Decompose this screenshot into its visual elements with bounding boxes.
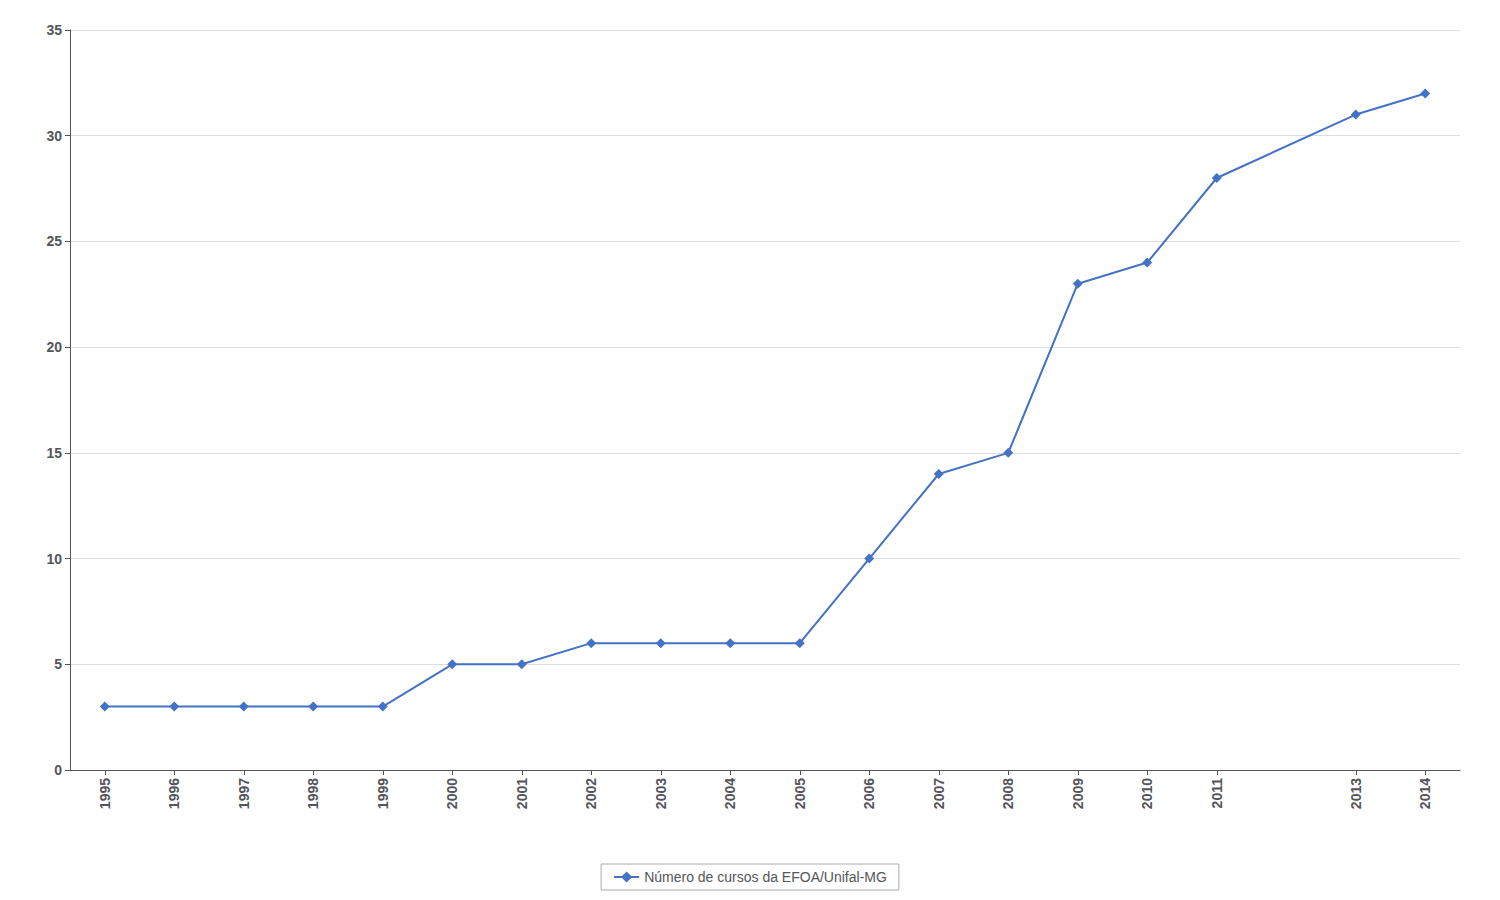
svg-text:20: 20 <box>46 339 62 355</box>
svg-text:2007: 2007 <box>931 778 947 809</box>
svg-text:2003: 2003 <box>653 778 669 809</box>
svg-text:1998: 1998 <box>305 778 321 809</box>
svg-text:2002: 2002 <box>583 778 599 809</box>
svg-text:2005: 2005 <box>792 778 808 809</box>
svg-text:Número de cursos da EFOA/Unifa: Número de cursos da EFOA/Unifal-MG <box>644 869 887 885</box>
svg-text:0: 0 <box>54 762 62 778</box>
svg-text:1996: 1996 <box>166 778 182 809</box>
svg-text:2006: 2006 <box>861 778 877 809</box>
svg-text:2010: 2010 <box>1139 778 1155 809</box>
svg-text:25: 25 <box>46 233 62 249</box>
svg-text:2009: 2009 <box>1070 778 1086 809</box>
svg-text:1997: 1997 <box>236 778 252 809</box>
svg-text:2014: 2014 <box>1417 778 1433 809</box>
svg-text:15: 15 <box>46 445 62 461</box>
svg-text:30: 30 <box>46 128 62 144</box>
svg-text:1999: 1999 <box>375 778 391 809</box>
svg-text:10: 10 <box>46 551 62 567</box>
svg-text:2008: 2008 <box>1000 778 1016 809</box>
svg-text:2000: 2000 <box>444 778 460 809</box>
svg-text:1995: 1995 <box>97 778 113 809</box>
svg-text:2013: 2013 <box>1348 778 1364 809</box>
svg-text:2004: 2004 <box>722 778 738 809</box>
svg-text:35: 35 <box>46 22 62 38</box>
svg-text:2011: 2011 <box>1209 778 1225 809</box>
svg-text:5: 5 <box>54 656 62 672</box>
svg-text:2001: 2001 <box>514 778 530 809</box>
